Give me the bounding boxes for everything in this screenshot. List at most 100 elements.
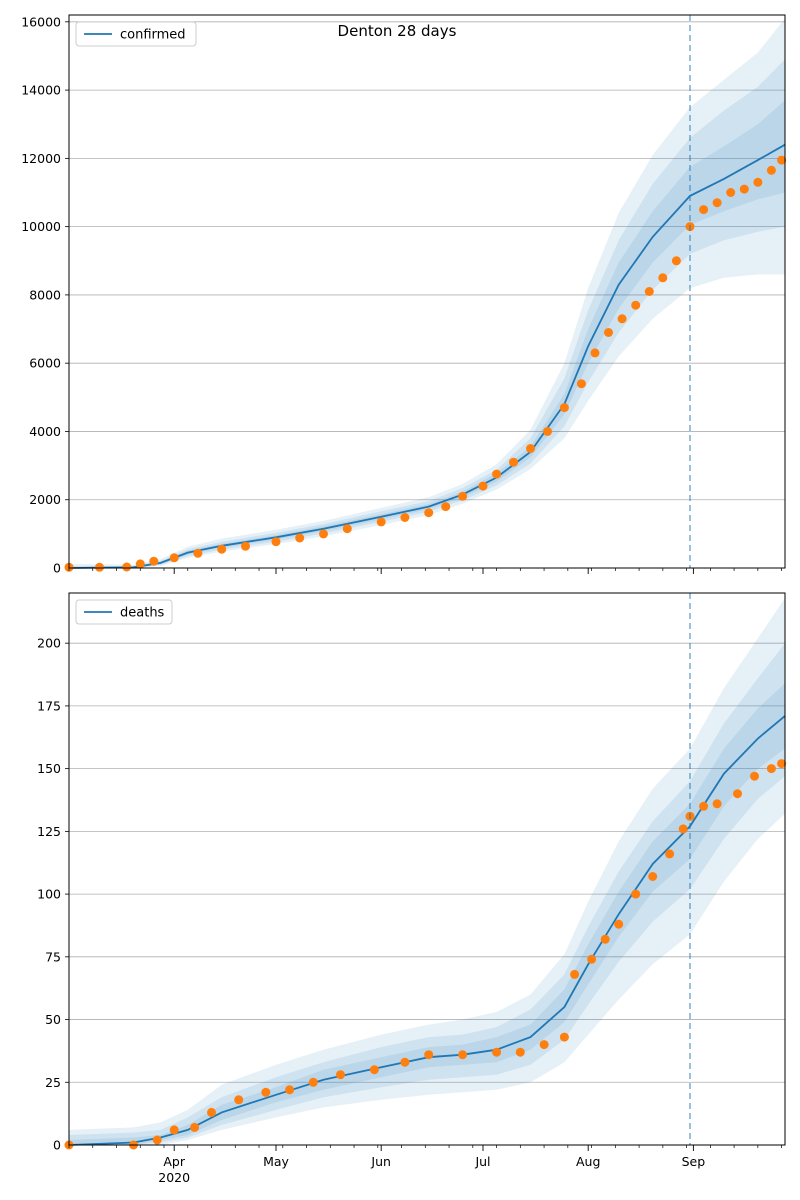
y-tick-label: 75 bbox=[45, 949, 61, 964]
axes-frame bbox=[68, 14, 786, 569]
observed-point bbox=[739, 184, 749, 194]
confidence-band bbox=[69, 598, 785, 1145]
observed-point bbox=[614, 919, 624, 929]
y-tick-label: 100 bbox=[37, 887, 61, 902]
observed-point bbox=[543, 427, 552, 436]
observed-point bbox=[658, 273, 668, 283]
observed-point bbox=[509, 457, 518, 467]
y-tick-label: 200 bbox=[37, 636, 61, 651]
observed-point bbox=[169, 553, 179, 563]
observed-point bbox=[217, 544, 227, 554]
observed-point bbox=[590, 348, 600, 358]
observed-point bbox=[604, 328, 613, 337]
y-tick-label: 10000 bbox=[21, 219, 61, 234]
observed-point bbox=[712, 198, 722, 208]
observed-point bbox=[539, 1040, 549, 1050]
observed-point bbox=[665, 849, 675, 859]
observed-point bbox=[207, 1107, 216, 1117]
observed-point bbox=[753, 177, 763, 187]
observed-point bbox=[234, 1095, 244, 1105]
observed-point bbox=[478, 481, 488, 491]
observed-point bbox=[308, 1077, 318, 1087]
observed-point bbox=[319, 529, 328, 539]
observed-point bbox=[678, 824, 688, 834]
y-tick-label: 150 bbox=[37, 761, 61, 776]
observed-point bbox=[336, 1070, 345, 1080]
y-tick-label: 2000 bbox=[29, 492, 61, 507]
observed-point bbox=[458, 1050, 468, 1060]
y-tick-label: 0 bbox=[53, 1138, 61, 1153]
x-tick-label: Jun bbox=[370, 1154, 391, 1169]
observed-point bbox=[777, 759, 787, 769]
y-tick-label: 175 bbox=[37, 698, 61, 713]
legend-box bbox=[75, 21, 197, 47]
observed-point bbox=[559, 1032, 569, 1042]
observed-point bbox=[400, 513, 410, 522]
y-tick-label: 0 bbox=[53, 561, 61, 576]
x-tick-year-label: 2020 bbox=[158, 1170, 190, 1185]
observed-point bbox=[169, 1125, 179, 1135]
observed-point bbox=[295, 533, 305, 543]
observed-point bbox=[559, 403, 569, 413]
legend: deaths bbox=[75, 599, 173, 625]
legend-box bbox=[75, 599, 173, 625]
observed-point bbox=[376, 517, 386, 527]
y-tick-label: 6000 bbox=[29, 356, 61, 371]
y-tick-label: 125 bbox=[37, 824, 61, 839]
observed-point bbox=[149, 556, 159, 566]
confirmed-chart-panel: 0 2000 4000 6000 8000 10000 12000 14000 16000 con… bbox=[21, 14, 787, 576]
observed-point bbox=[271, 537, 281, 547]
legend-label: confirmed bbox=[120, 28, 186, 43]
observed-point bbox=[424, 508, 434, 518]
observed-point bbox=[190, 1122, 200, 1132]
observed-point bbox=[241, 541, 250, 551]
axes-frame bbox=[68, 592, 786, 1146]
observed-point bbox=[750, 771, 759, 781]
observed-point bbox=[342, 524, 352, 534]
observed-point bbox=[712, 799, 722, 809]
x-tick-label: Aug bbox=[576, 1154, 600, 1169]
observed-point bbox=[766, 764, 776, 774]
chart-title: Denton 28 days bbox=[338, 22, 457, 40]
observed-point bbox=[152, 1135, 162, 1145]
confidence-band bbox=[69, 18, 785, 568]
observed-point bbox=[285, 1085, 295, 1095]
observed-point bbox=[777, 155, 787, 165]
x-tick-label: May bbox=[263, 1154, 289, 1169]
observed-point bbox=[369, 1065, 379, 1075]
observed-point bbox=[600, 934, 610, 944]
observed-point bbox=[576, 379, 586, 389]
observed-point bbox=[400, 1057, 410, 1067]
observed-point bbox=[492, 469, 502, 479]
observed-point bbox=[648, 872, 658, 881]
observed-point bbox=[458, 491, 468, 501]
x-tick-label: Jul bbox=[474, 1154, 490, 1169]
observed-point bbox=[617, 314, 627, 324]
observed-point bbox=[570, 969, 580, 979]
x-tick-label: Sep bbox=[682, 1154, 706, 1169]
observed-point bbox=[699, 801, 709, 811]
observed-point bbox=[671, 256, 681, 266]
observed-point bbox=[122, 562, 132, 572]
observed-point bbox=[135, 559, 145, 569]
observed-point bbox=[526, 444, 535, 453]
observed-point bbox=[424, 1050, 434, 1060]
y-tick-label: 50 bbox=[45, 1012, 61, 1027]
observed-point bbox=[631, 889, 641, 899]
observed-point bbox=[726, 188, 736, 197]
observed-point bbox=[766, 165, 776, 175]
x-tick-label: Apr bbox=[163, 1154, 185, 1169]
observed-point bbox=[492, 1047, 502, 1057]
y-tick-label: 8000 bbox=[29, 287, 61, 302]
y-tick-label: 14000 bbox=[21, 83, 61, 98]
legend-label: deaths bbox=[120, 606, 165, 621]
observed-point bbox=[515, 1047, 525, 1057]
observed-point bbox=[95, 562, 104, 572]
y-tick-label: 12000 bbox=[21, 151, 61, 166]
y-tick-label: 4000 bbox=[29, 424, 61, 439]
observed-point bbox=[587, 954, 597, 964]
observed-point bbox=[644, 287, 654, 296]
legend: confirmed bbox=[75, 21, 197, 47]
